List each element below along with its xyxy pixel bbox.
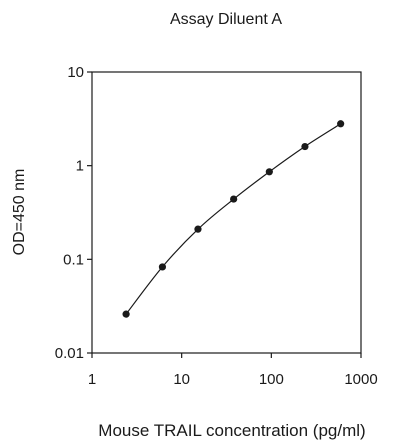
- series-line: [125, 123, 342, 315]
- data-point: [230, 195, 238, 203]
- x-tick-label: 100: [259, 371, 284, 388]
- y-axis-label: OD=450 nm: [11, 169, 28, 256]
- x-tick-label: 10: [173, 371, 190, 388]
- x-tick-label: 1: [88, 371, 96, 388]
- data-point: [301, 142, 309, 151]
- x-axis-label: Mouse TRAIL concentration (pg/ml): [98, 421, 365, 440]
- chart-title: Assay Diluent A: [170, 11, 282, 28]
- y-tick-label: 1: [76, 158, 84, 175]
- data-point: [122, 310, 130, 318]
- plot-frame: [91, 71, 362, 354]
- y-tick-label: 10: [67, 64, 84, 81]
- x-tick-label: 1000: [344, 371, 377, 388]
- y-axis: 0.01 0.1 1 10: [55, 64, 92, 362]
- data-point: [194, 225, 202, 233]
- y-tick-label: 0.1: [63, 251, 84, 268]
- y-tick-label: 0.01: [55, 345, 84, 362]
- data-point: [265, 168, 273, 176]
- data-point: [158, 263, 167, 271]
- data-point: [337, 120, 345, 128]
- x-axis: 1 10 100 1000: [88, 353, 378, 388]
- data-points: [122, 120, 345, 318]
